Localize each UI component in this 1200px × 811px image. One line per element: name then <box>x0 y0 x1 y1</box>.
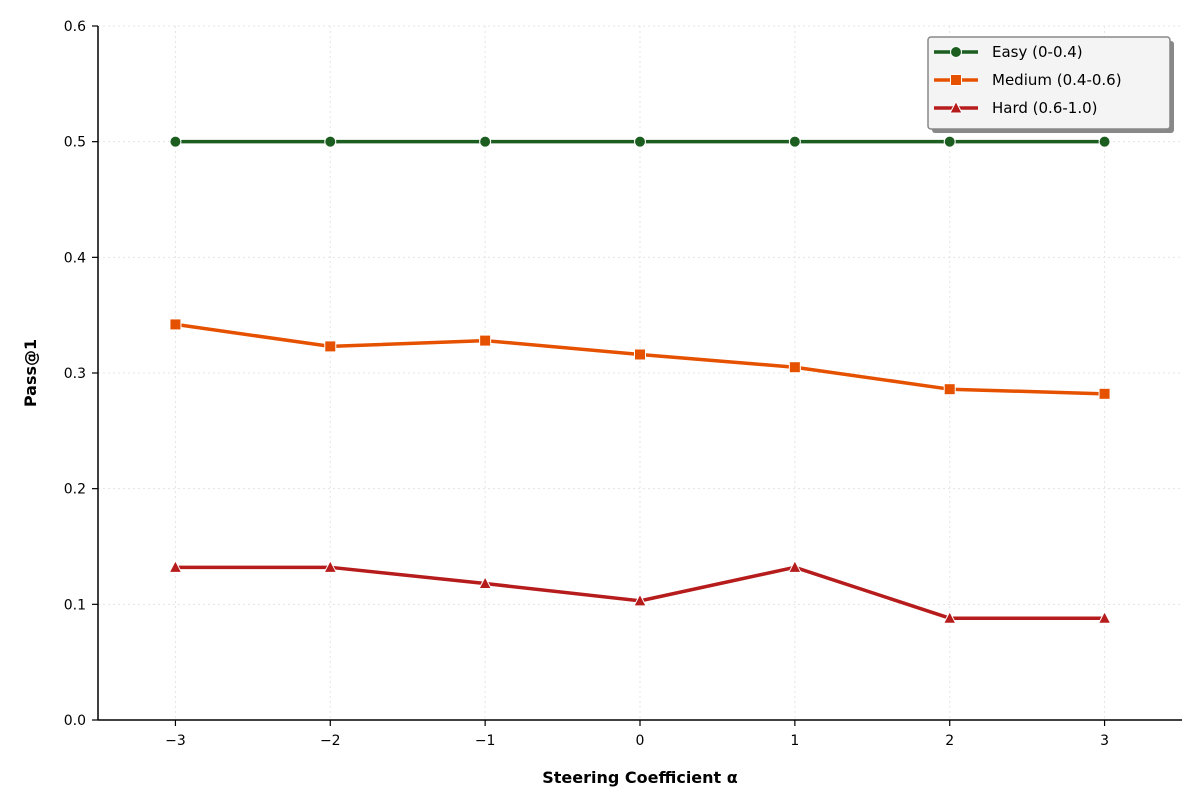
data-point <box>323 559 338 573</box>
y-tick-label: 0.5 <box>64 135 86 151</box>
x-tick-label: 0 <box>636 733 645 749</box>
x-axis-label: Steering Coefficient α <box>542 768 738 787</box>
data-point <box>942 610 957 624</box>
legend-marker <box>950 74 962 86</box>
legend-box <box>927 36 1171 130</box>
y-axis-label: Pass@1 <box>21 339 40 407</box>
x-tick-label: −2 <box>320 733 341 749</box>
data-point <box>788 559 802 573</box>
x-tick-label: 1 <box>790 733 799 749</box>
data-point <box>324 135 337 148</box>
data-point <box>324 340 337 353</box>
data-point <box>788 135 801 148</box>
legend-label: Hard (0.6-1.0) <box>992 99 1098 117</box>
data-point <box>943 383 956 396</box>
x-tick-label: 2 <box>945 733 954 749</box>
data-point <box>169 135 182 148</box>
legend-label: Medium (0.4-0.6) <box>992 71 1122 89</box>
data-point <box>169 318 182 331</box>
data-point <box>168 559 183 573</box>
x-tick-label: −3 <box>165 733 186 749</box>
legend-label: Easy (0-0.4) <box>992 43 1083 61</box>
axes: 0.0 0.1 0.2 0.3 0.4 0.5 0.6 −3 −2 −1 0 1 2 3 <box>64 19 1182 749</box>
y-tick-label: 0.6 <box>64 19 86 35</box>
legend-marker <box>950 46 962 58</box>
data-point <box>634 348 646 361</box>
data-point <box>479 135 492 148</box>
y-tick-label: 0.3 <box>64 366 86 382</box>
series-layer <box>168 135 1112 624</box>
x-tick-label: 3 <box>1100 733 1109 749</box>
y-tick-label: 0.0 <box>64 713 86 729</box>
data-point <box>633 593 647 607</box>
data-point <box>1097 610 1112 624</box>
data-point <box>479 334 492 347</box>
data-point <box>1098 387 1111 400</box>
x-tick-label: −1 <box>475 733 496 749</box>
y-tick-label: 0.4 <box>64 250 86 266</box>
legend: Easy (0-0.4) Medium (0.4-0.6) Hard (0.6-1.… <box>927 36 1174 133</box>
legend-marker <box>949 100 963 114</box>
y-tick-label: 0.1 <box>64 597 86 613</box>
data-point <box>634 135 646 148</box>
data-point <box>943 135 956 148</box>
y-tick-label: 0.2 <box>64 482 86 498</box>
data-point <box>788 361 801 374</box>
data-point <box>478 575 492 590</box>
data-point <box>1098 135 1111 148</box>
